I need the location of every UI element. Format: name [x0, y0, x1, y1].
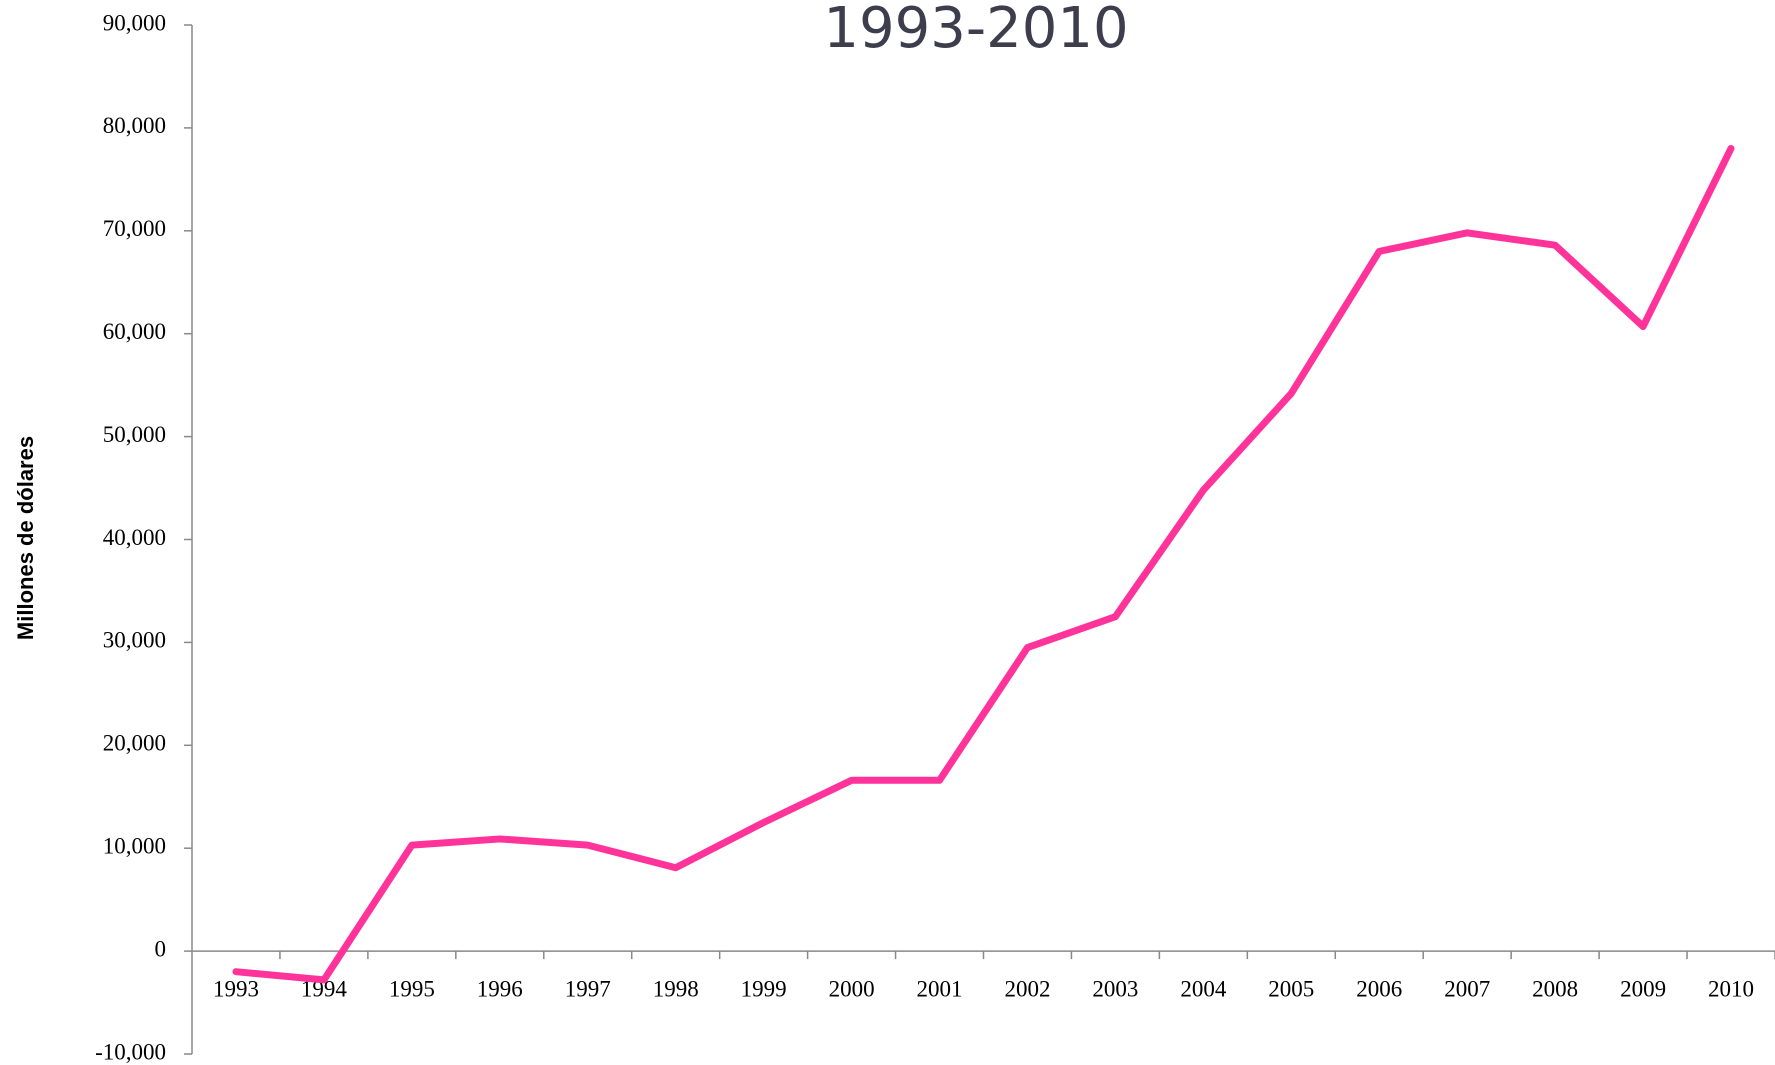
- x-tick-label: 2007: [1444, 976, 1490, 1001]
- chart-title: 1993-2010: [823, 0, 1128, 61]
- data-line: [232, 144, 1735, 984]
- y-tick-label: 60,000: [103, 319, 166, 344]
- y-tick-label: 80,000: [103, 113, 166, 138]
- y-tick-label: 50,000: [103, 422, 166, 447]
- x-tick-label: 2000: [829, 976, 875, 1001]
- y-tick-label: 30,000: [103, 628, 166, 653]
- x-tick-label: 1993: [213, 976, 259, 1001]
- x-tick-label: 1998: [653, 976, 699, 1001]
- y-tick-label: 0: [155, 936, 167, 961]
- x-tick-label: 2004: [1180, 976, 1227, 1001]
- x-tick-label: 1996: [477, 976, 523, 1001]
- x-tick-label: 1999: [741, 976, 787, 1001]
- y-tick-label: -10,000: [95, 1039, 166, 1064]
- x-tick-label: 2009: [1620, 976, 1666, 1001]
- y-tick-label: 70,000: [103, 216, 166, 241]
- x-tick-label: 1997: [565, 976, 611, 1001]
- y-tick-label: 20,000: [103, 731, 166, 756]
- x-tick-label: 1995: [389, 976, 435, 1001]
- y-tick-label: 40,000: [103, 525, 166, 550]
- x-tick-label: 2002: [1004, 976, 1050, 1001]
- x-tick-label: 2006: [1356, 976, 1402, 1001]
- y-axis-label: Millones de dólares: [13, 436, 38, 640]
- y-tick-label: 10,000: [103, 833, 166, 858]
- x-tick-label: 2010: [1708, 976, 1754, 1001]
- x-tick-label: 2003: [1092, 976, 1138, 1001]
- x-tick-label: 2001: [917, 976, 963, 1001]
- y-tick-label: 90,000: [103, 10, 166, 35]
- x-tick-label: 2005: [1268, 976, 1314, 1001]
- x-tick-label: 2008: [1532, 976, 1578, 1001]
